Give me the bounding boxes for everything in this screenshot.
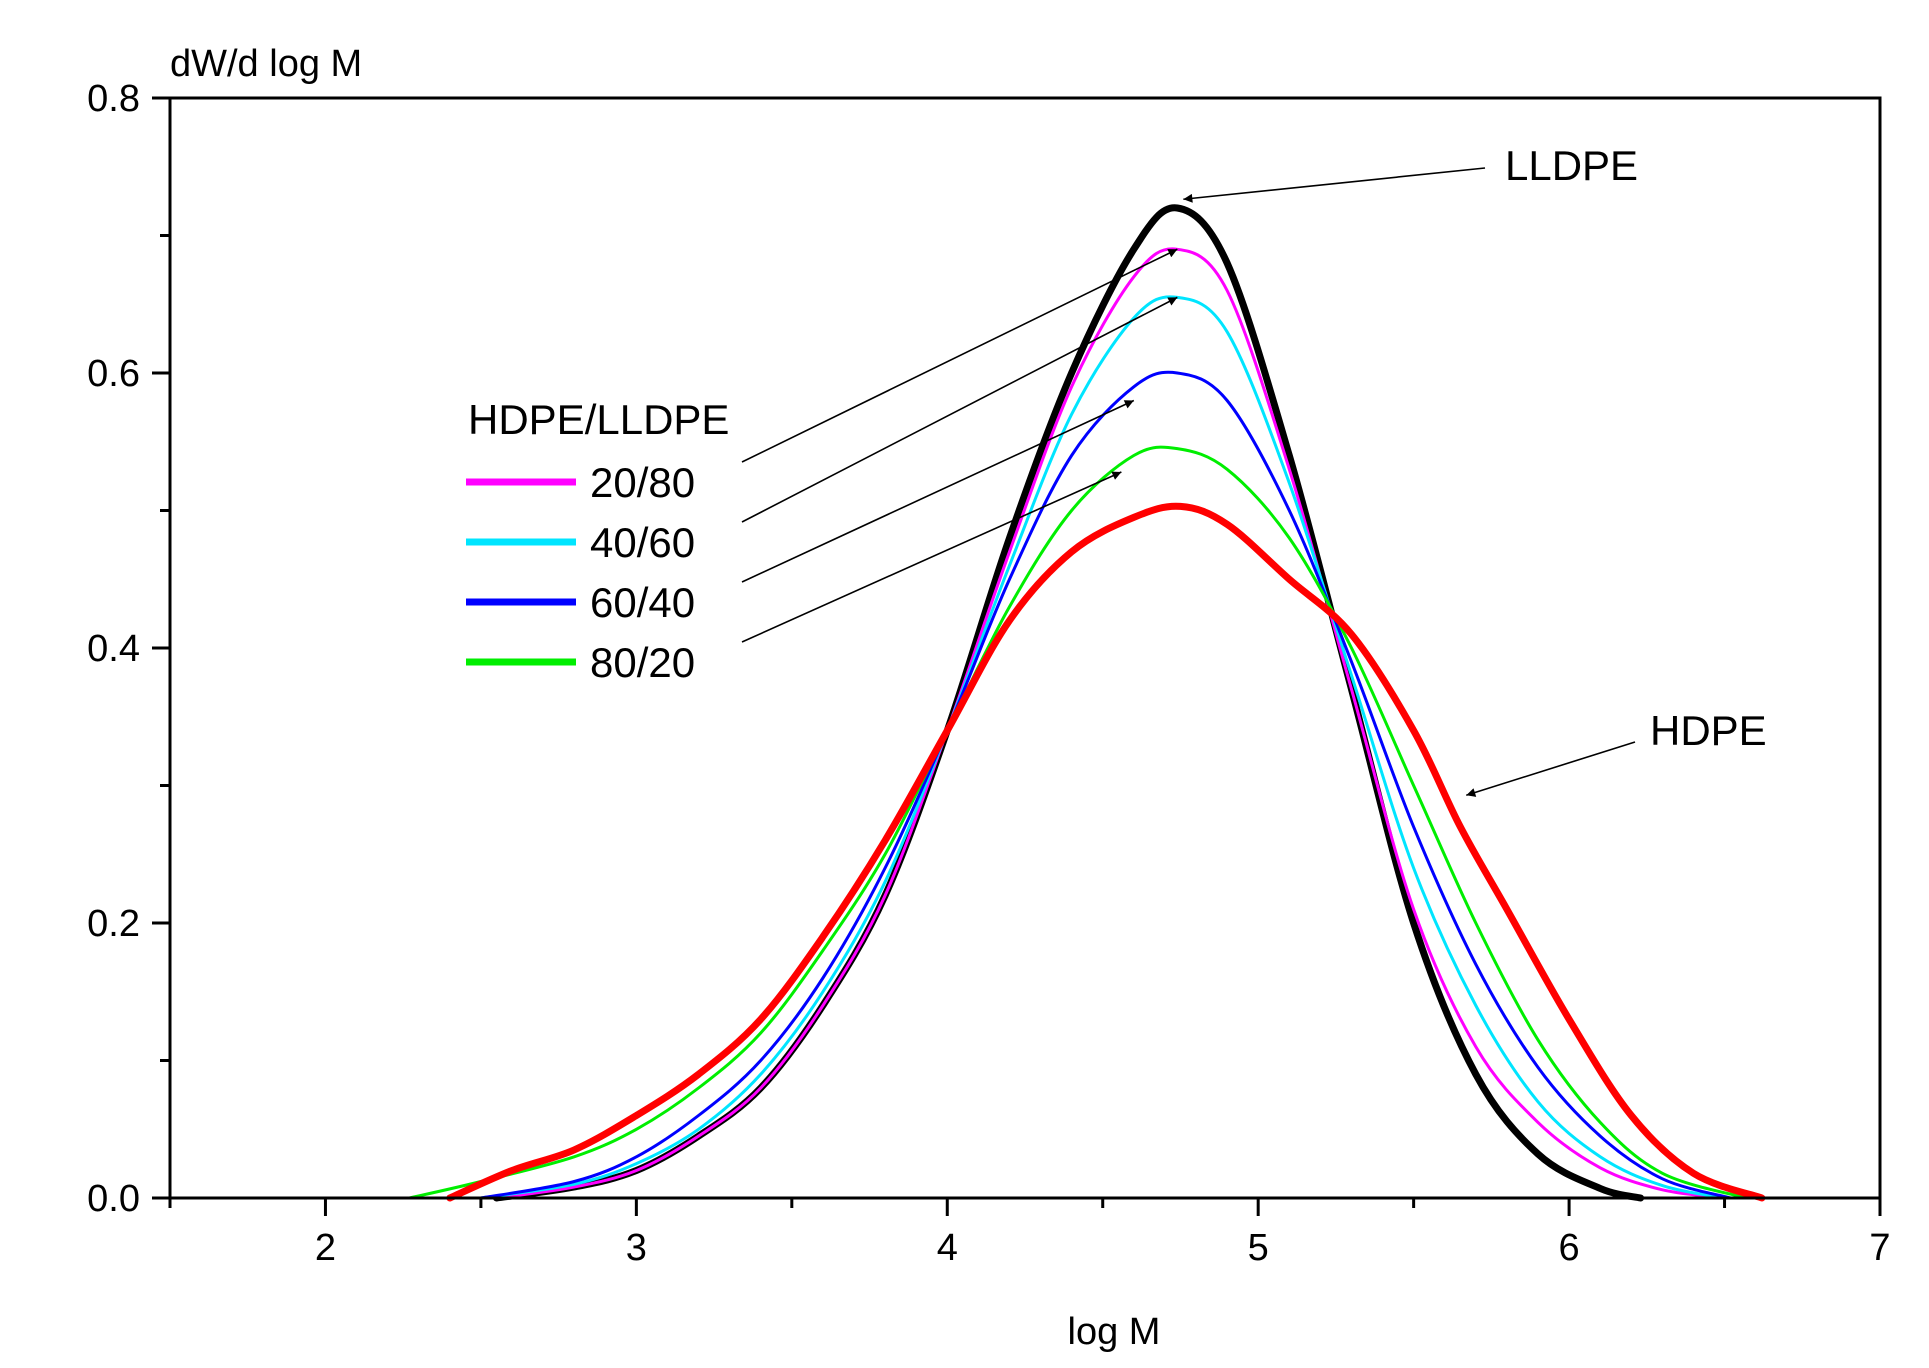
hdpe-annotation: HDPE — [1650, 707, 1767, 754]
legend-pointer-arrow — [741, 399, 1135, 583]
legend-pointer-arrow — [741, 296, 1178, 523]
y-axis: 0.0 0.2 0.4 0.6 0.8 — [87, 78, 170, 1220]
y-tick-label: 0.2 — [87, 903, 140, 945]
legend-label: 20/80 — [590, 459, 695, 506]
series-line-40-60 — [479, 295, 1726, 1200]
x-tick-label: 4 — [937, 1227, 958, 1269]
x-axis: 2 3 4 5 6 7 — [168, 1198, 1891, 1269]
x-tick-label: 3 — [626, 1227, 647, 1269]
legend-title: HDPE/LLDPE — [468, 396, 729, 443]
hdpe-arrow — [1466, 741, 1636, 797]
x-tick-label: 7 — [1869, 1227, 1890, 1269]
plot-frame — [168, 96, 1882, 1200]
annotation-layer: LLDPE HDPE — [741, 142, 1767, 797]
series-line-lldpe — [493, 204, 1645, 1202]
y-tick-label: 0.6 — [87, 353, 140, 395]
series-line-80-20 — [407, 445, 1748, 1200]
x-axis-label: log M — [1068, 1311, 1161, 1353]
legend-pointer-arrow — [741, 471, 1122, 643]
y-tick-label: 0.4 — [87, 628, 140, 670]
series-line-60-40 — [479, 370, 1733, 1200]
x-tick-label: 6 — [1559, 1227, 1580, 1269]
x-tick-label: 5 — [1248, 1227, 1269, 1269]
x-tick-label: 2 — [315, 1227, 336, 1269]
legend-label: 60/40 — [590, 579, 695, 626]
lldpe-annotation: LLDPE — [1505, 142, 1638, 189]
y-axis-label: dW/d log M — [170, 43, 362, 85]
legend-label: 40/60 — [590, 519, 695, 566]
series-layer — [407, 204, 1766, 1202]
legend-pointer-arrow — [741, 248, 1178, 463]
legend: HDPE/LLDPE 20/80 40/60 60/40 80/20 — [466, 396, 729, 686]
series-line-hdpe — [446, 502, 1766, 1202]
lldpe-arrow — [1183, 167, 1486, 203]
legend-label: 80/20 — [590, 639, 695, 686]
series-line-20-80 — [495, 247, 1726, 1200]
y-tick-label: 0.0 — [87, 1178, 140, 1220]
y-tick-label: 0.8 — [87, 78, 140, 120]
